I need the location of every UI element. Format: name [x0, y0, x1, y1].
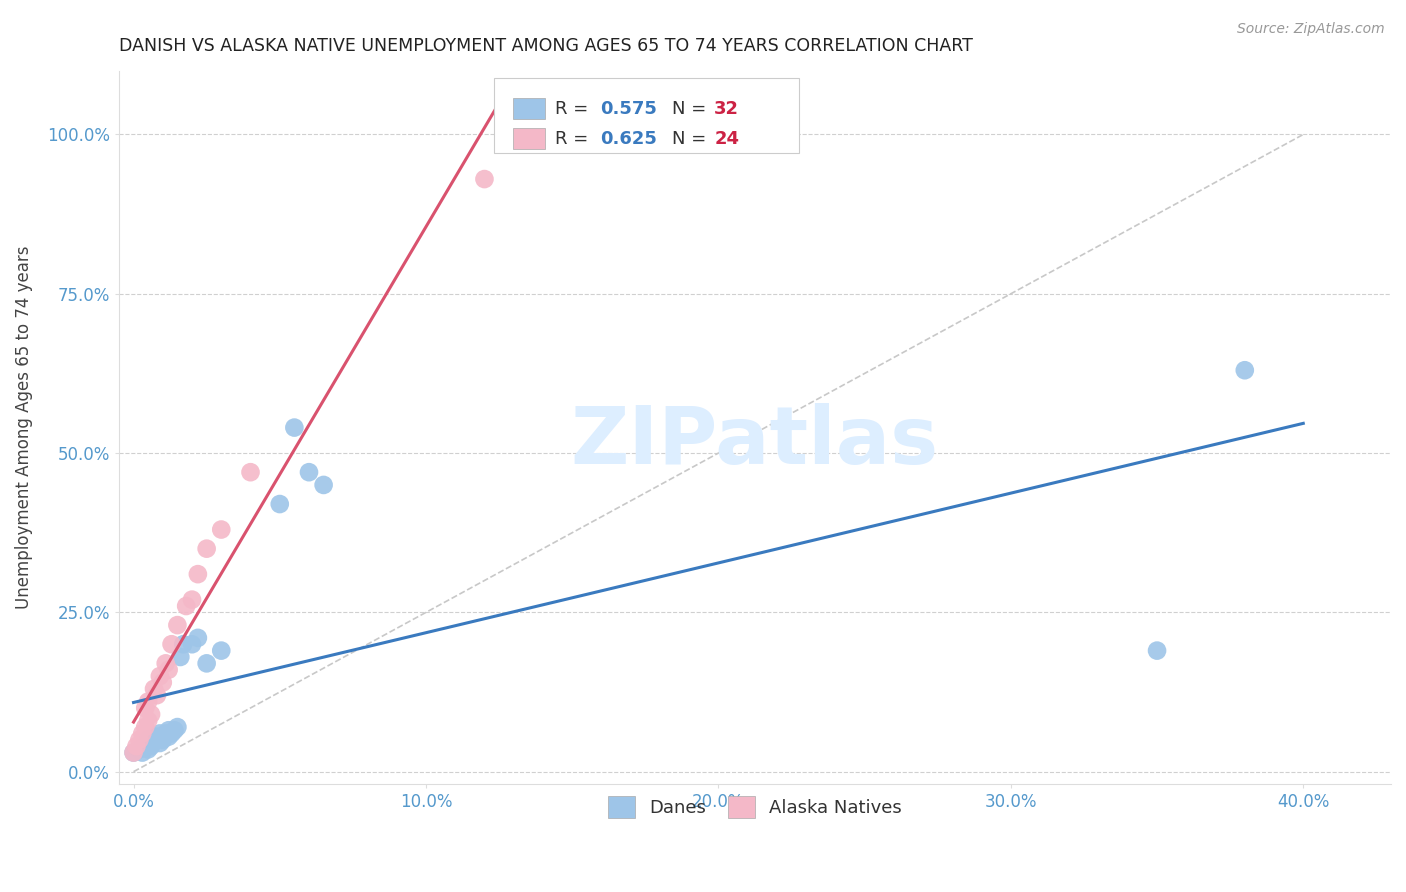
- Point: [1233, 363, 1256, 377]
- Point: [312, 478, 335, 492]
- Point: [160, 637, 183, 651]
- Point: [174, 599, 197, 613]
- Point: [283, 420, 305, 434]
- Point: [149, 736, 172, 750]
- Point: [160, 726, 183, 740]
- Point: [152, 675, 174, 690]
- Point: [128, 732, 150, 747]
- Point: [209, 643, 232, 657]
- Point: [157, 663, 180, 677]
- Point: [195, 657, 218, 671]
- Point: [136, 742, 159, 756]
- Point: [139, 707, 162, 722]
- Text: N =: N =: [672, 100, 713, 118]
- Point: [298, 465, 321, 479]
- Point: [149, 669, 172, 683]
- Point: [155, 657, 177, 671]
- Point: [166, 618, 188, 632]
- FancyBboxPatch shape: [494, 78, 800, 153]
- Point: [139, 739, 162, 754]
- Point: [195, 541, 218, 556]
- Point: [134, 720, 156, 734]
- FancyBboxPatch shape: [513, 98, 546, 120]
- Point: [128, 742, 150, 756]
- Point: [166, 720, 188, 734]
- Point: [131, 726, 153, 740]
- Text: 24: 24: [714, 129, 740, 147]
- Point: [155, 726, 177, 740]
- Text: 0.575: 0.575: [600, 100, 657, 118]
- Point: [209, 523, 232, 537]
- Point: [1146, 643, 1168, 657]
- Point: [181, 592, 204, 607]
- Point: [269, 497, 291, 511]
- Point: [134, 701, 156, 715]
- Point: [157, 730, 180, 744]
- Text: 32: 32: [714, 100, 740, 118]
- Point: [146, 730, 169, 744]
- Point: [169, 650, 191, 665]
- Point: [143, 681, 166, 696]
- Point: [136, 695, 159, 709]
- Point: [152, 732, 174, 747]
- FancyBboxPatch shape: [513, 128, 546, 149]
- Point: [187, 567, 209, 582]
- Point: [139, 736, 162, 750]
- Text: DANISH VS ALASKA NATIVE UNEMPLOYMENT AMONG AGES 65 TO 74 YEARS CORRELATION CHART: DANISH VS ALASKA NATIVE UNEMPLOYMENT AMO…: [120, 37, 973, 55]
- Text: ZIPatlas: ZIPatlas: [571, 403, 939, 481]
- Point: [136, 714, 159, 728]
- Point: [143, 732, 166, 747]
- Y-axis label: Unemployment Among Ages 65 to 74 years: Unemployment Among Ages 65 to 74 years: [15, 246, 32, 609]
- Point: [122, 746, 145, 760]
- Point: [149, 726, 172, 740]
- Legend: Danes, Alaska Natives: Danes, Alaska Natives: [600, 789, 910, 825]
- Point: [122, 746, 145, 760]
- Point: [125, 739, 148, 754]
- Text: R =: R =: [555, 129, 595, 147]
- Point: [187, 631, 209, 645]
- Point: [134, 739, 156, 754]
- Point: [239, 465, 262, 479]
- Text: R =: R =: [555, 100, 595, 118]
- Text: Source: ZipAtlas.com: Source: ZipAtlas.com: [1237, 22, 1385, 37]
- Text: 0.625: 0.625: [600, 129, 657, 147]
- Point: [146, 688, 169, 702]
- Text: N =: N =: [672, 129, 713, 147]
- Point: [131, 746, 153, 760]
- Point: [474, 172, 496, 186]
- Point: [157, 723, 180, 738]
- Point: [136, 732, 159, 747]
- Point: [172, 637, 194, 651]
- Point: [152, 730, 174, 744]
- Point: [181, 637, 204, 651]
- Point: [163, 723, 186, 738]
